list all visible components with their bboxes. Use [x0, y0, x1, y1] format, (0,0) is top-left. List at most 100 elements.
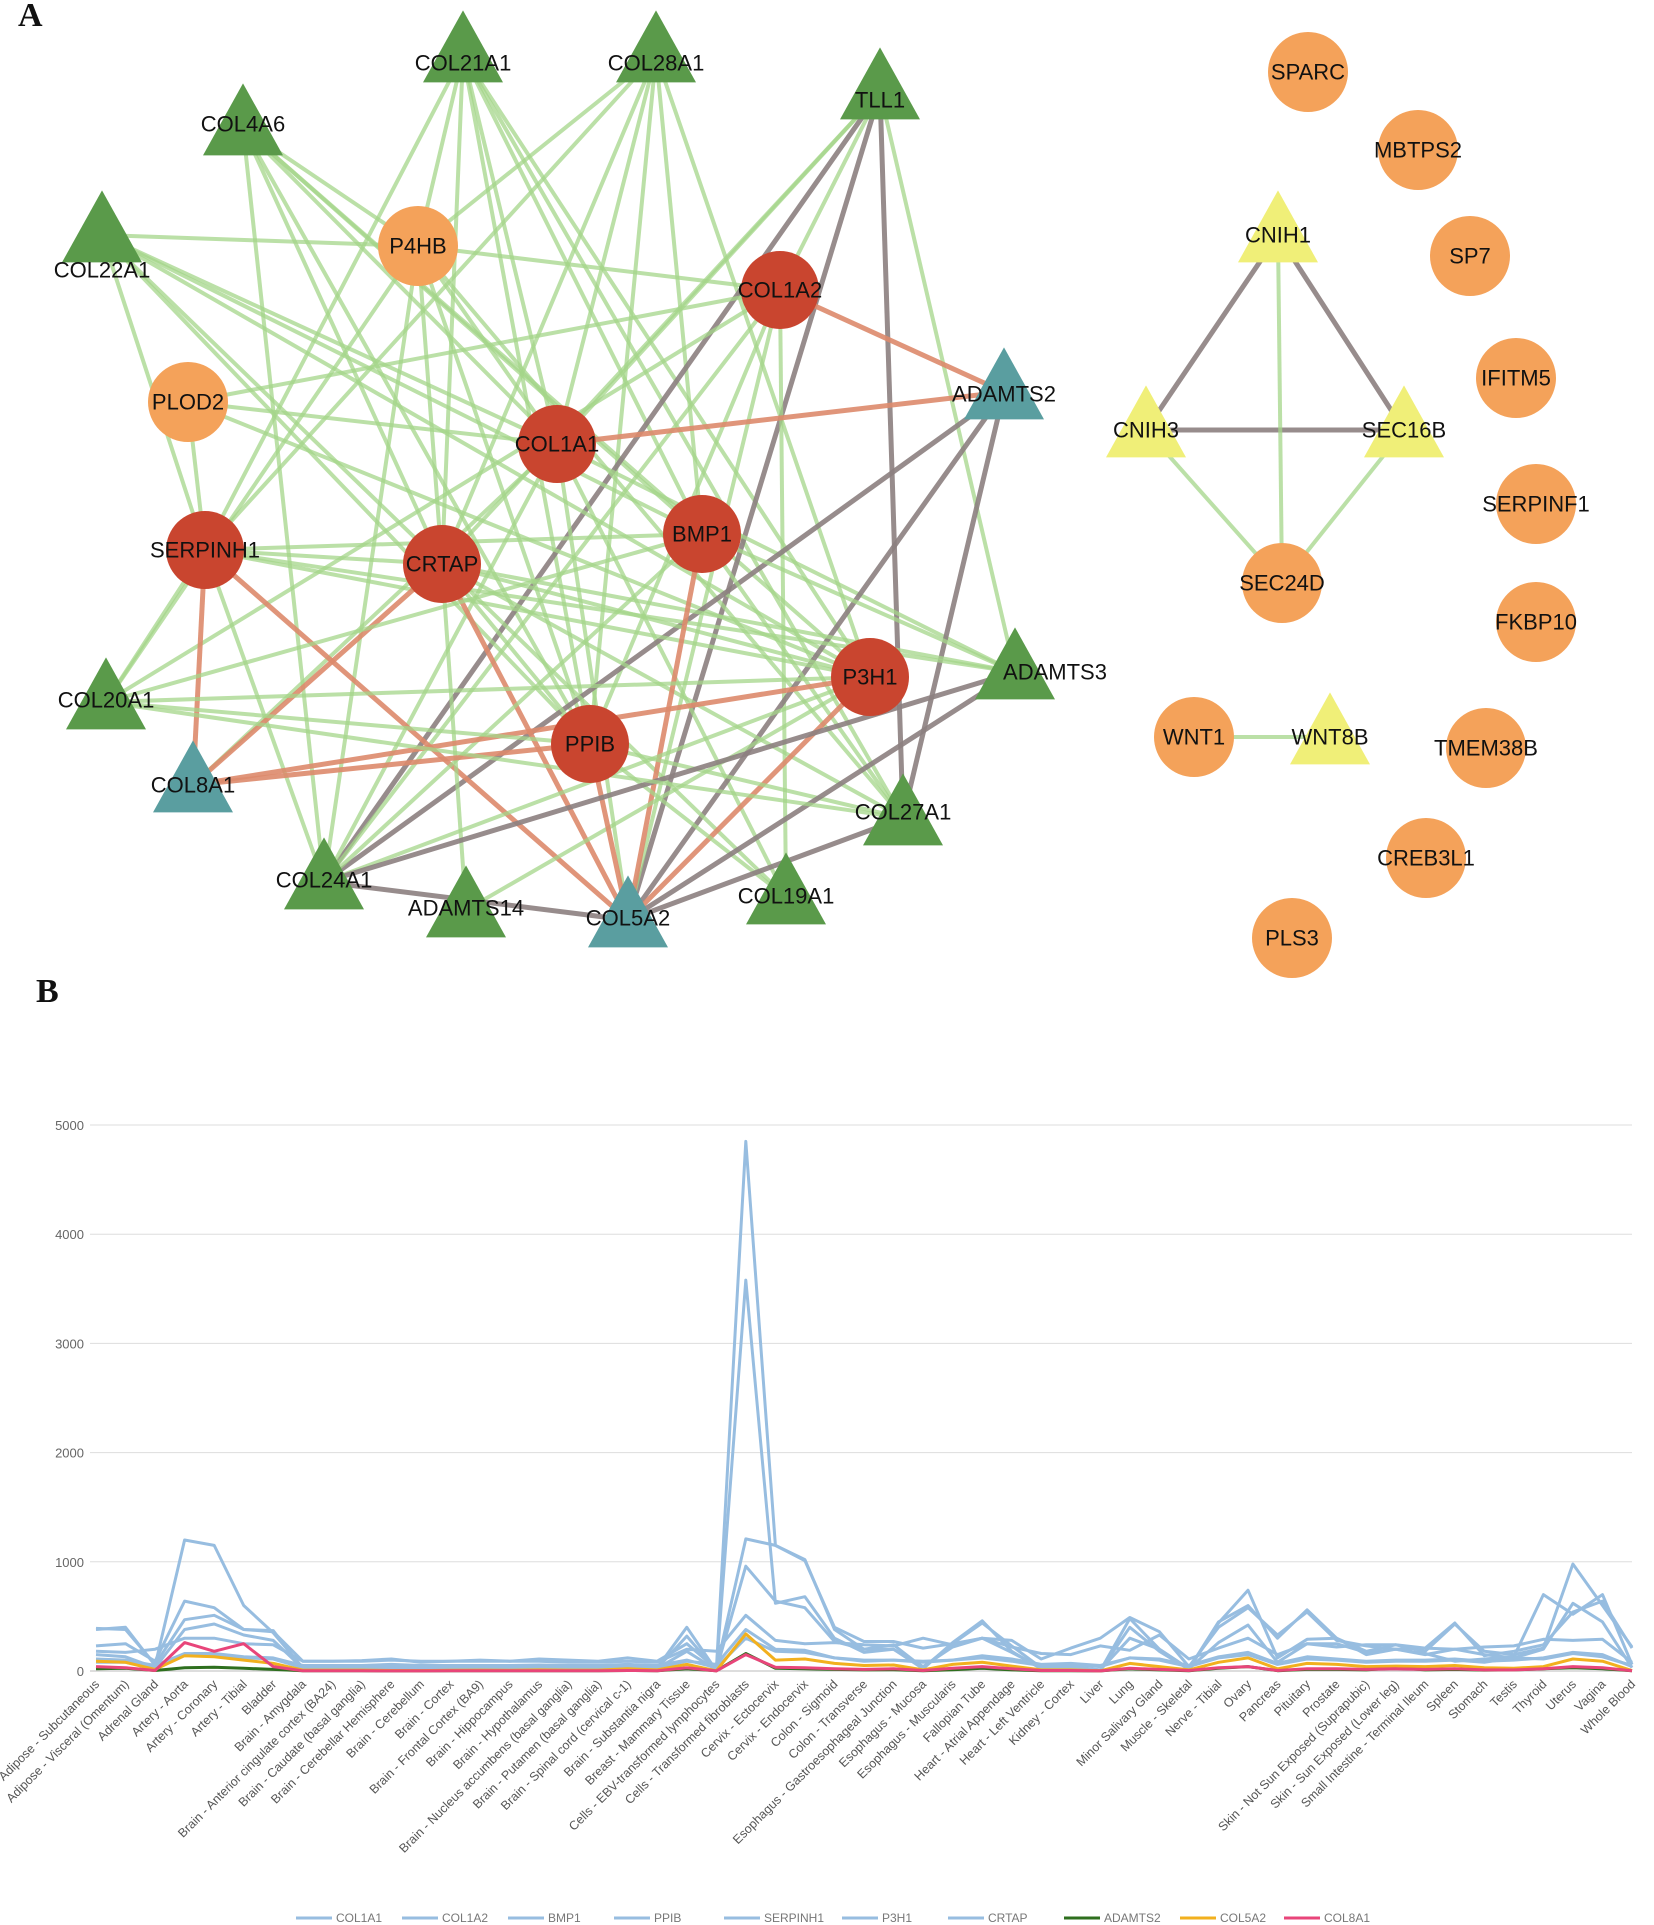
node-adamts14: ADAMTS14: [408, 865, 524, 938]
edge-col4a6-col24a1: [241, 127, 326, 883]
edge-col4a6-ppib: [241, 127, 592, 745]
panel-b-label: B: [36, 973, 59, 1010]
node-label: COL1A1: [515, 432, 599, 457]
edge-bmp1-col27a1: [700, 532, 905, 820]
node-sp7: SP7: [1430, 216, 1510, 296]
edge-bmp1-col5a2: [625, 533, 705, 921]
node-label: P4HB: [389, 234, 446, 259]
legend-label: CRTAP: [988, 1911, 1028, 1925]
node-triangle: [203, 83, 283, 156]
node-label: MBTPS2: [1374, 138, 1462, 163]
edge-ppib-col27a1: [589, 742, 904, 820]
node-label: SERPINH1: [150, 538, 260, 563]
node-adamts3: ADAMTS3: [975, 627, 1107, 700]
node-label: CNIH1: [1245, 223, 1311, 248]
edge-col22a1-crtap: [100, 233, 444, 566]
legend-item-col8a1: COL8A1: [1284, 1911, 1370, 1925]
y-tick-label: 0: [77, 1664, 84, 1679]
edge-adamts2-col27a1: [900, 391, 1007, 819]
y-tick-label: 1000: [55, 1555, 84, 1570]
node-sparc: SPARC: [1268, 32, 1348, 112]
node-label: TMEM38B: [1434, 736, 1538, 761]
node-label: SERPINF1: [1482, 492, 1590, 517]
node-label: COL24A1: [276, 868, 373, 893]
edge-col28a1-crtap: [440, 54, 658, 565]
node-label: SPARC: [1271, 60, 1345, 85]
network-nodes: COL21A1 COL28A1 TLL1 COL4A6 COL22A1 P4HB PLOD2…: [54, 10, 1590, 978]
edge-col22a1-bmp1: [101, 233, 703, 536]
legend-label: COL8A1: [1324, 1911, 1370, 1925]
edge-col1a1-adamts3: [556, 442, 1016, 674]
node-triangle: [1106, 385, 1186, 458]
series-line-serpinh1: [95, 1564, 1634, 1672]
node-triangle: [62, 190, 142, 263]
node-triangle: [840, 47, 920, 120]
edge-col22a1-col1a1: [101, 233, 558, 446]
node-circle: [1154, 697, 1234, 777]
node-col1a1: COL1A1: [515, 405, 599, 483]
node-mbtps2: MBTPS2: [1374, 110, 1462, 190]
legend-label: PPIB: [654, 1911, 681, 1925]
edge-ppib-col20a1: [105, 700, 591, 746]
edge-col1a2-col19a1: [778, 289, 788, 898]
y-tick-label: 3000: [55, 1336, 84, 1351]
y-tick-label: 4000: [55, 1227, 84, 1242]
edge-col28a1-col1a1: [555, 54, 658, 445]
node-label: COL27A1: [855, 800, 952, 825]
edge-serpinh1-crtap: [204, 548, 443, 566]
node-tmem38b: TMEM38B: [1434, 708, 1538, 788]
node-label: COL28A1: [608, 51, 705, 76]
node-label: IFITM5: [1481, 366, 1551, 391]
node-triangle: [1290, 692, 1370, 765]
node-label: COL4A6: [201, 112, 285, 137]
node-fkbp10: FKBP10: [1495, 582, 1577, 662]
node-label: CNIH3: [1113, 418, 1179, 443]
edge-col4a6-col1a1: [241, 126, 559, 446]
node-triangle: [863, 773, 943, 846]
series-line-col1a1: [95, 1139, 1634, 1672]
node-circle: [166, 511, 244, 589]
node-label: COL5A2: [586, 906, 670, 931]
edge-col1a2-adamts2: [778, 287, 1006, 395]
edge-p4hb-col1a2: [417, 244, 781, 292]
edge-col1a1-adamts2: [556, 389, 1005, 447]
edge-p4hb-col20a1: [104, 244, 420, 704]
y-tick-label: 2000: [55, 1446, 84, 1461]
edge-tll1-adamts3: [878, 91, 1017, 673]
node-triangle: [588, 875, 668, 948]
edge-bmp1-col24a1: [322, 532, 704, 884]
edge-col4a6-p3h1: [241, 126, 872, 679]
node-circle: [741, 251, 819, 329]
legend-item-crtap: CRTAP: [948, 1911, 1028, 1925]
node-triangle: [153, 740, 233, 813]
node-pls3: PLS3: [1252, 898, 1332, 978]
edge-crtap-col5a2: [439, 562, 631, 922]
node-cnih1: CNIH1: [1238, 190, 1318, 263]
legend-item-bmp1: BMP1: [508, 1911, 581, 1925]
node-circle: [1252, 898, 1332, 978]
y-tick-label: 5000: [55, 1118, 84, 1133]
legend-label: COL1A2: [442, 1911, 488, 1925]
node-p4hb: P4HB: [378, 206, 458, 286]
node-col19a1: COL19A1: [738, 852, 835, 925]
series-line-col1a2: [95, 1278, 1634, 1672]
node-ppib: PPIB: [551, 705, 629, 783]
edge-col21a1-p3h1: [461, 53, 872, 679]
legend-label: SERPINH1: [764, 1911, 824, 1925]
node-circle: [1476, 338, 1556, 418]
node-col24a1: COL24A1: [276, 837, 373, 910]
node-circle: [551, 705, 629, 783]
edge-cnih1-cnih3: [1143, 233, 1281, 432]
chart-legend: COL1A1 COL1A2 BMP1 PPIB SERPINH1 P3H1 CRTAP ADA…: [296, 1911, 1370, 1925]
node-circle: [1378, 110, 1458, 190]
node-label: COL21A1: [415, 51, 512, 76]
node-label: COL19A1: [738, 884, 835, 909]
edge-ppib-col8a1: [192, 741, 591, 788]
chart-y-tick-labels: 0 1000 2000 3000 4000 5000: [55, 1118, 84, 1679]
node-ifitm5: IFITM5: [1476, 338, 1556, 418]
edge-col1a1-col5a2: [555, 443, 630, 921]
node-circle: [1446, 708, 1526, 788]
node-triangle: [423, 10, 503, 83]
edge-col21a1-crtap: [440, 54, 465, 565]
node-sec16b: SEC16B: [1362, 385, 1446, 458]
